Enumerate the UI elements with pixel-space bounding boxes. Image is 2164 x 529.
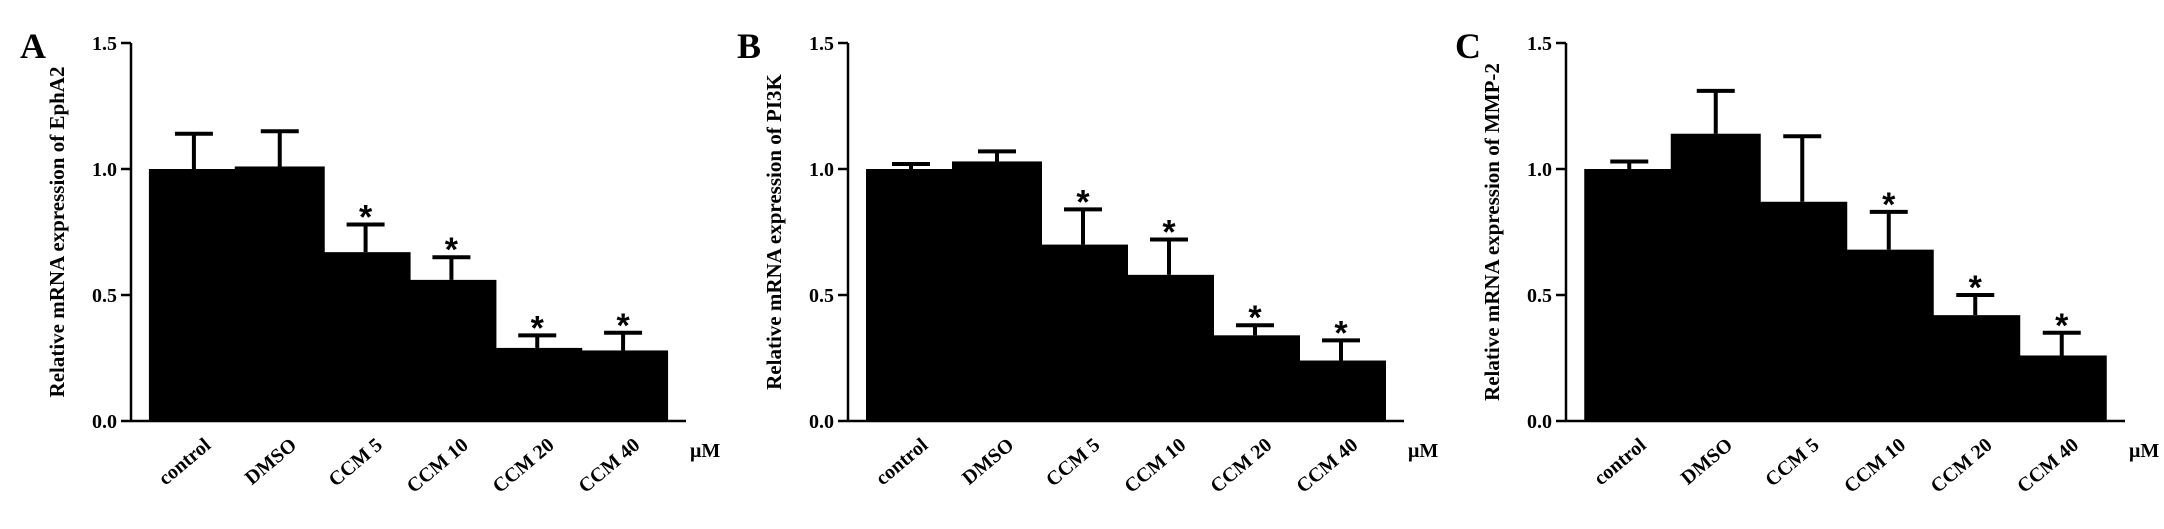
- unit-label: μM: [1408, 440, 1438, 462]
- bar: [2016, 355, 2107, 421]
- panel-letter: C: [1455, 26, 1481, 66]
- x-tick-label: CCM 20: [489, 434, 559, 498]
- significance-marker: *: [1076, 183, 1090, 221]
- chart-panel-a: A 0.0 0.5 1.0 1.5 Relative mRNA expression of…: [20, 26, 720, 498]
- x-tick-label: CCM 5: [325, 434, 387, 491]
- y-tick-label: 0.5: [1527, 285, 1552, 307]
- bar: [1584, 169, 1675, 421]
- x-tick-label: DMSO: [958, 434, 1018, 489]
- panel-letter: A: [20, 26, 46, 66]
- x-tick-label: CCM 10: [1840, 434, 1910, 498]
- significance-marker: *: [616, 307, 630, 345]
- x-tick-label: DMSO: [241, 434, 301, 489]
- bar: [406, 279, 497, 421]
- unit-label: μM: [2129, 440, 2159, 462]
- significance-marker: *: [1162, 214, 1176, 252]
- panel-letter: B: [737, 26, 761, 66]
- x-tick-label: CCM 40: [1292, 434, 1362, 498]
- x-tick-label: control: [154, 434, 215, 490]
- y-axis-label: Relative mRNA expression of PI3K: [762, 73, 786, 389]
- y-tick-label: 1.5: [1527, 33, 1552, 55]
- bar: [1930, 315, 2021, 421]
- significance-marker: *: [1248, 299, 1262, 337]
- bar: [492, 347, 583, 421]
- y-tick-label: 1.5: [809, 33, 834, 55]
- x-tick-label: CCM 40: [574, 434, 644, 498]
- bar: [148, 169, 239, 421]
- y-tick-label: 1.5: [92, 33, 117, 55]
- x-tick-label: CCM 40: [2013, 434, 2083, 498]
- y-tick-label: 1.0: [92, 159, 117, 181]
- y-tick-label: 1.0: [1527, 159, 1552, 181]
- bar: [1670, 133, 1761, 421]
- x-tick-label: CCM 5: [1042, 434, 1104, 491]
- y-axis-label: Relative mRNA expression of EphA2: [45, 67, 69, 398]
- x-tick-label: CCM 5: [1761, 434, 1823, 491]
- bar: [320, 252, 411, 421]
- x-tick-label: CCM 10: [1120, 434, 1190, 498]
- significance-marker: *: [1882, 186, 1896, 224]
- bar: [1210, 335, 1300, 421]
- significance-marker: *: [2055, 307, 2069, 345]
- bar: [1843, 249, 1934, 421]
- y-tick-label: 1.0: [809, 159, 834, 181]
- bar: [1124, 274, 1214, 421]
- significance-marker: *: [359, 198, 373, 236]
- bar: [1038, 244, 1128, 421]
- bar: [1296, 360, 1386, 421]
- x-tick-label: control: [1590, 434, 1651, 490]
- y-tick-label: 0.5: [809, 285, 834, 307]
- bar: [234, 166, 325, 421]
- chart-panel-c: C 0.0 0.5 1.0 1.5 Relative mRNA expression of…: [1455, 26, 2159, 498]
- bar: [952, 161, 1042, 421]
- significance-marker: *: [445, 231, 459, 269]
- y-tick-label: 0.5: [92, 285, 117, 307]
- x-tick-label: control: [872, 434, 933, 490]
- bar: [578, 350, 669, 421]
- significance-marker: *: [1334, 314, 1348, 352]
- unit-label: μM: [690, 440, 720, 462]
- significance-marker: *: [531, 309, 545, 347]
- y-tick-label: 0.0: [809, 411, 834, 433]
- x-tick-label: DMSO: [1677, 434, 1737, 489]
- y-tick-label: 0.0: [1527, 411, 1552, 433]
- x-tick-label: CCM 20: [1927, 434, 1997, 498]
- x-tick-label: CCM 20: [1206, 434, 1276, 498]
- y-axis-label: Relative mRNA expression of MMP-2: [1480, 63, 1504, 401]
- significance-marker: *: [1969, 269, 1983, 307]
- bar: [1757, 201, 1848, 421]
- x-tick-label: CCM 10: [403, 434, 473, 498]
- chart-panel-b: B 0.0 0.5 1.0 1.5 Relative mRNA expression of…: [737, 26, 1438, 498]
- y-tick-label: 0.0: [92, 411, 117, 433]
- bar: [866, 169, 956, 421]
